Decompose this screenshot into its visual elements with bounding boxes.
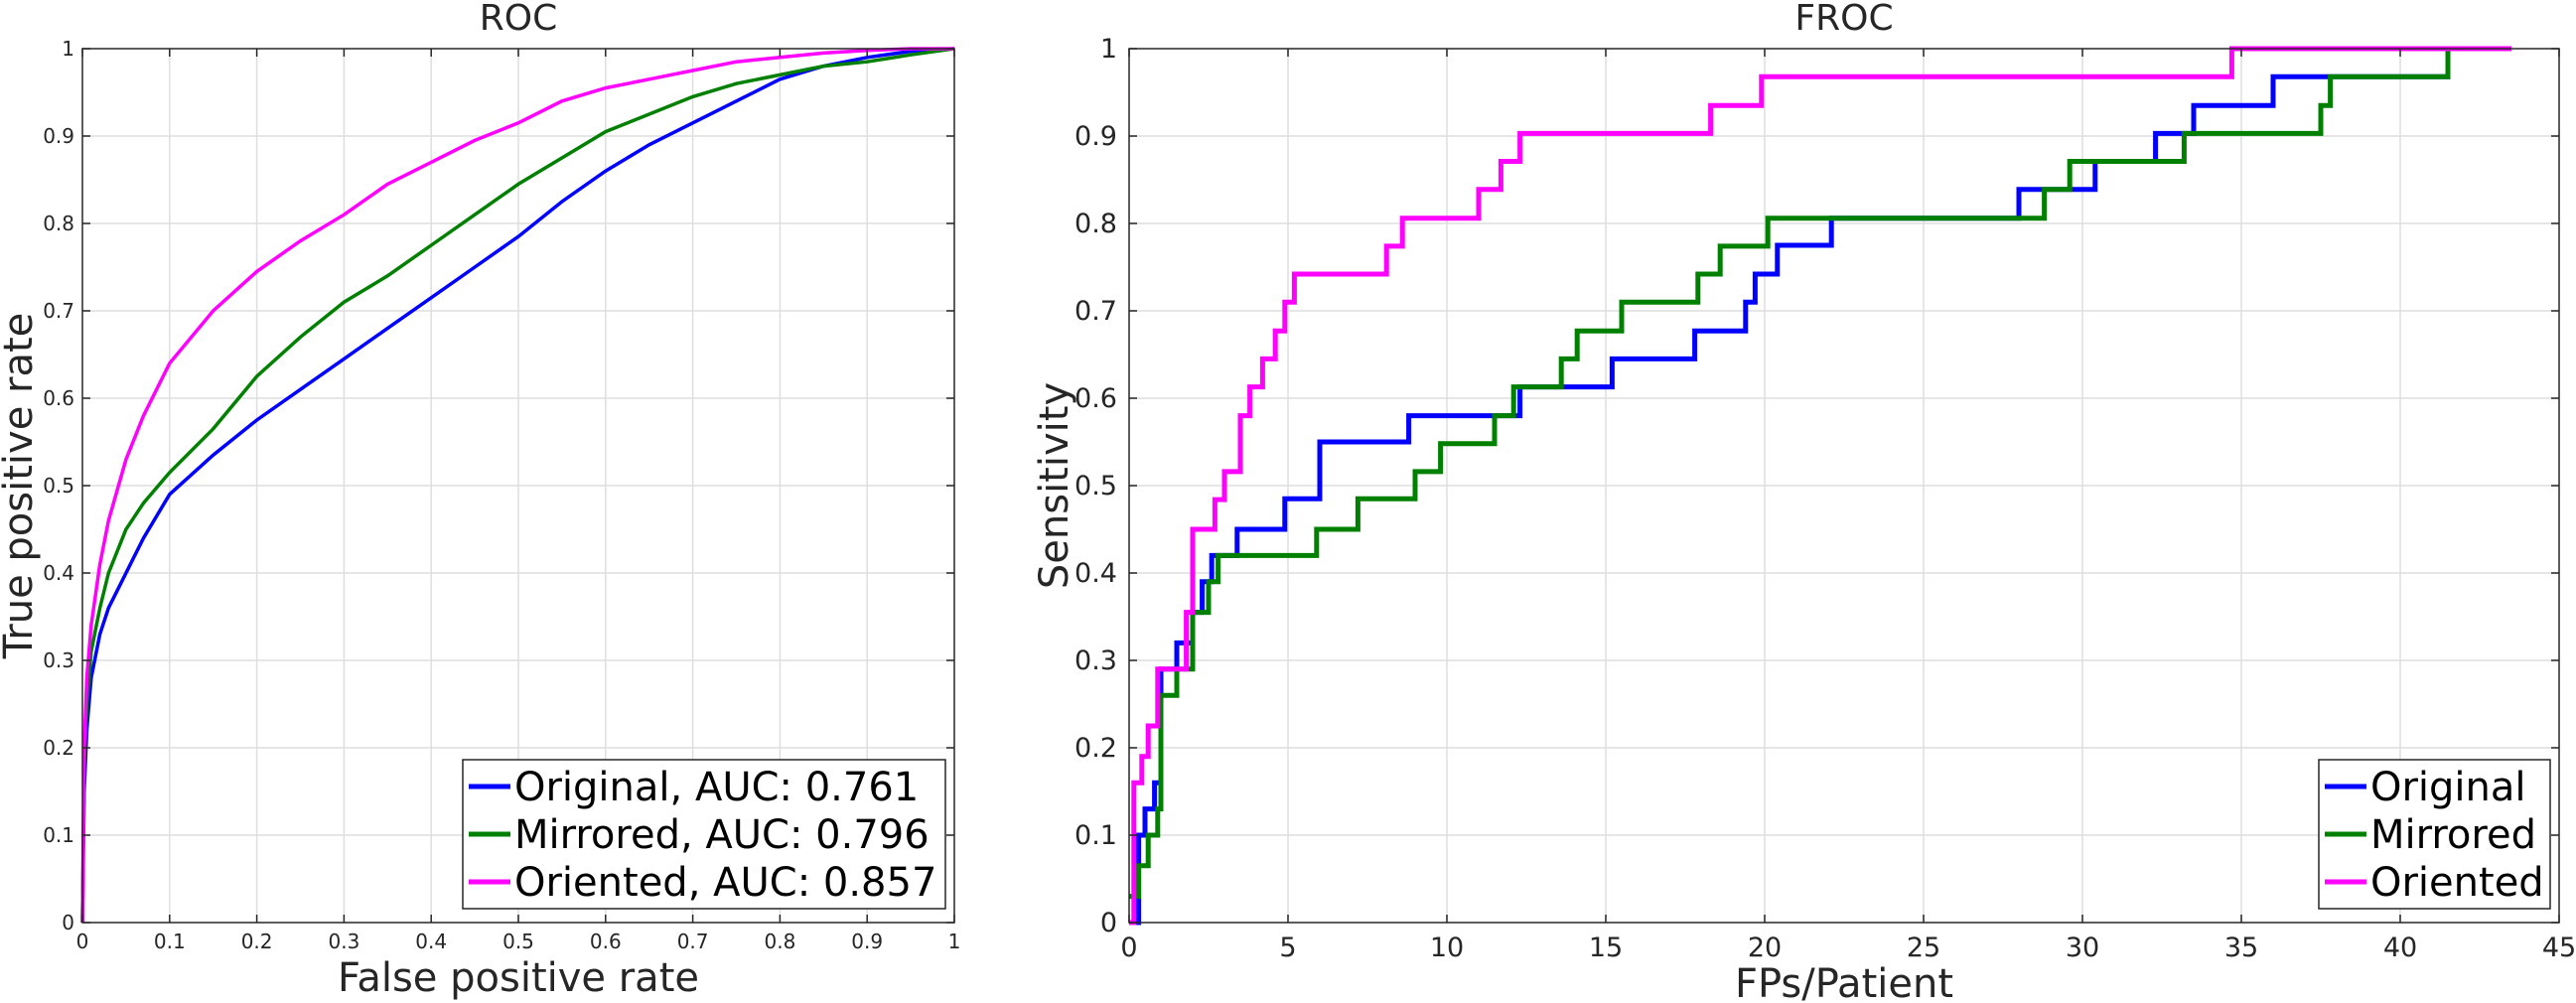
froc-x-tick-label: 40 [2383,932,2417,963]
roc-series-original-line [80,47,955,924]
roc-x-tick-label: 0.6 [590,930,622,953]
froc-series [1129,46,2511,926]
froc-y-tick-label: 1 [1100,34,1117,65]
froc-x-tick-label: 25 [1907,932,1940,963]
froc-y-tick-label: 0.1 [1074,820,1117,851]
froc-x-axis-label: FPs/Patient [1735,961,1953,1003]
roc-y-tick-label: 0.4 [43,561,74,585]
roc-y-tick-label: 0.2 [43,736,74,760]
roc-y-tick-label: 0.5 [43,474,74,498]
froc-ticks: 0 5 10 15 20 25 30 35 40 45 0 0.1 0.2 0.3 0.4 0.5 0.6 0.7… [1074,34,2576,963]
froc-y-tick-label: 0 [1100,908,1117,938]
froc-y-tick-label: 0.9 [1074,121,1117,152]
roc-x-tick-label: 0.3 [328,930,359,953]
roc-y-tick-label: 0.3 [43,648,74,672]
froc-legend-entry: Oriented [2370,860,2544,906]
roc-y-axis-label: True positive rate [0,313,42,660]
froc-x-tick-label: 10 [1430,932,1464,963]
froc-series-oriented-line [1129,46,2511,926]
froc-y-tick-label: 0.7 [1074,296,1117,327]
froc-x-tick-label: 30 [2066,932,2099,963]
froc-x-tick-label: 5 [1279,932,1296,963]
froc-y-tick-label: 0.8 [1074,209,1117,239]
roc-x-tick-label: 0.9 [851,930,883,953]
froc-title: FROC [1794,0,1893,39]
froc-x-tick-label: 20 [1748,932,1782,963]
roc-panel: 0 0.1 0.2 0.3 0.4 0.5 0.6 0.7 0.8 0.9 1 0 0.1 0.2 0.3 0… [0,0,960,1001]
roc-y-tick-label: 0 [62,911,74,934]
roc-x-tick-label: 0.5 [502,930,534,953]
froc-grid [1129,49,2559,923]
roc-x-axis-label: False positive rate [338,955,699,1001]
roc-series-oriented-line [80,47,954,924]
froc-legend-entry: Original [2370,765,2526,810]
roc-y-tick-label: 0.9 [43,124,74,148]
roc-legend-entry: Mirrored, AUC: 0.796 [514,812,930,858]
roc-y-tick-label: 0.6 [43,386,74,410]
froc-y-axis-label: Sensitivity [1032,382,1077,589]
roc-series-mirrored-line [80,47,955,924]
roc-x-tick-label: 0.2 [241,930,273,953]
froc-y-tick-label: 0.2 [1074,733,1117,764]
roc-x-tick-label: 0.7 [677,930,709,953]
froc-y-tick-label: 0.3 [1074,645,1117,676]
froc-y-tick-label: 0.5 [1074,471,1117,502]
froc-x-tick-label: 15 [1589,932,1623,963]
roc-x-tick-label: 0 [76,930,89,953]
froc-y-tick-label: 0.6 [1074,383,1117,414]
roc-x-tick-label: 0.8 [764,930,795,953]
froc-x-tick-label: 35 [2224,932,2258,963]
froc-panel: 0 5 10 15 20 25 30 35 40 45 0 0.1 0.2 0.3 0.4 0.5 0.6 0.7… [1032,0,2576,1003]
roc-ticks: 0 0.1 0.2 0.3 0.4 0.5 0.6 0.7 0.8 0.9 1 0 0.1 0.2 0.3 0… [43,37,960,953]
froc-y-tick-label: 0.4 [1074,558,1117,589]
roc-legend-entry: Oriented, AUC: 0.857 [514,860,936,906]
roc-legend-box [462,759,946,910]
roc-y-tick-label: 1 [62,37,74,61]
froc-x-tick-label: 45 [2542,932,2576,963]
roc-y-tick-label: 0.7 [43,299,74,323]
froc-series-mirrored-line [1129,46,2511,900]
roc-x-tick-label: 0.1 [154,930,186,953]
roc-title: ROC [480,0,558,39]
roc-x-tick-label: 1 [948,930,961,953]
froc-legend-entry: Mirrored [2370,812,2536,858]
roc-y-tick-label: 0.1 [43,823,74,847]
roc-y-tick-label: 0.8 [43,212,74,235]
roc-series [80,47,955,924]
roc-x-tick-label: 0.4 [415,930,447,953]
froc-x-tick-label: 0 [1120,932,1137,963]
roc-legend-entry: Original, AUC: 0.761 [514,765,919,810]
